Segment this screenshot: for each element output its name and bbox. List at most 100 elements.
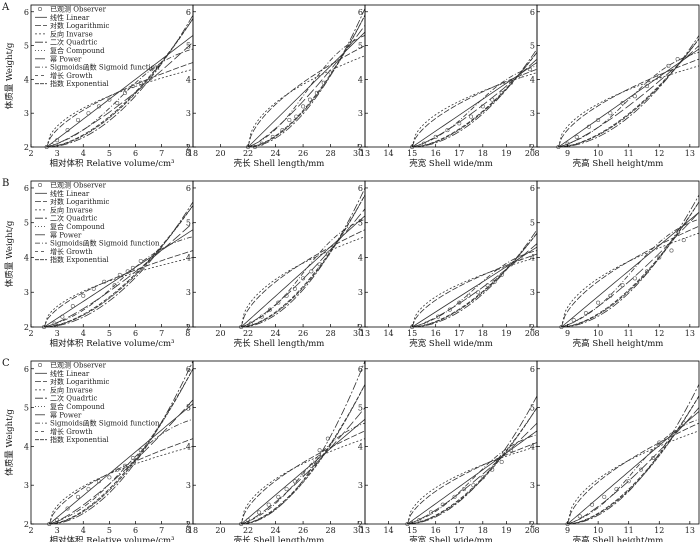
observed-point: [309, 463, 314, 468]
x-tick-label: 5: [107, 149, 112, 158]
curve-linear: [558, 48, 699, 147]
curve-growth: [412, 52, 537, 147]
observed-point: [65, 506, 70, 511]
observed-point: [509, 80, 514, 85]
y-tick-label: 3: [24, 481, 29, 490]
legend-item-quadratic: 二次 Quadrtic: [35, 38, 98, 47]
x-tick-label: 22: [243, 526, 253, 535]
curve-linear: [561, 211, 699, 327]
curve-inverse: [48, 445, 193, 524]
curve-sigmoid: [247, 35, 365, 147]
x-tick-label: 11: [624, 526, 634, 535]
curve-sigmoid: [412, 250, 537, 327]
chart-panel-C-3: 2 3 4 5 6 13 14 15 16 17 18 19 20 壳宽 Shell wide/mm: [358, 360, 538, 542]
y-tick-label: 2: [530, 323, 535, 332]
legend-item-exponential: 指数 Exponential: [35, 79, 109, 88]
observed-point: [70, 304, 75, 309]
observed-point: [125, 269, 130, 274]
legend-item-exponential: 指数 Exponential: [35, 255, 109, 264]
legend-label: 幂 Power: [50, 411, 82, 419]
y-tick-label: 6: [186, 365, 191, 374]
curve-power: [241, 407, 365, 524]
observed-point: [86, 487, 91, 492]
observed-point: [499, 90, 504, 95]
curve-linear: [411, 62, 537, 147]
x-tick-label: 16: [431, 149, 441, 158]
chart-panel-B-4: 2 3 4 5 6 8 9 10 11 12 13 壳高 Shell height/mm: [530, 180, 700, 349]
legend-item-quadratic: 二次 Quadrtic: [35, 394, 98, 403]
x-tick-label: 15: [407, 149, 417, 158]
observed-point: [499, 272, 504, 277]
x-tick-label: 13: [360, 329, 370, 338]
observed-point: [259, 141, 264, 146]
model-curves: [48, 361, 193, 524]
observed-point: [424, 321, 429, 326]
observed-point: [620, 101, 625, 106]
x-tick-label: 13: [685, 329, 695, 338]
observed-point: [328, 70, 333, 75]
curve-power: [49, 399, 193, 524]
legend-label: 指数 Exponential: [50, 79, 109, 88]
plot-frame: [536, 4, 700, 148]
observed-point: [123, 463, 128, 468]
y-tick-label: 4: [358, 253, 363, 262]
x-tick-label: 24: [270, 526, 280, 535]
legend-label: 反向 Invarse: [50, 385, 93, 394]
legend-item-linear: 线性 Linear: [35, 13, 90, 22]
model-curves: [240, 187, 365, 327]
observed-point: [428, 510, 433, 515]
curve-log: [411, 68, 537, 147]
observed-point: [638, 467, 643, 472]
observed-point: [675, 57, 680, 62]
y-tick-label: 4: [358, 75, 363, 84]
y-tick-label: 3: [530, 481, 535, 490]
curve-inverse: [407, 445, 537, 524]
legend-label: 二次 Quadrtic: [50, 214, 98, 223]
curve-growth: [558, 38, 699, 147]
observed-point: [130, 84, 135, 89]
x-tick-label: 8: [185, 329, 190, 338]
legend-marker: [37, 7, 42, 12]
observed-point: [86, 111, 91, 116]
observed-point: [433, 134, 438, 139]
legend-label: 复合 Compound: [50, 46, 105, 55]
x-tick-label: 3: [55, 526, 60, 535]
y-tick-label: 2: [186, 323, 191, 332]
observed-point: [471, 483, 476, 488]
curve-quadratic: [49, 361, 193, 524]
chart-panel-A-3: 2 3 4 5 6 13 14 15 16 17 18 19 20 壳宽 Shell wide/mm: [358, 4, 538, 169]
y-tick-label: 5: [358, 219, 363, 228]
observed-point: [130, 265, 135, 270]
curve-exponential: [558, 38, 699, 147]
x-tick-label: 10: [593, 329, 603, 338]
observed-point: [96, 479, 101, 484]
x-tick-label: 14: [383, 329, 393, 338]
model-curves: [411, 48, 537, 147]
y-tick-label: 6: [186, 8, 191, 17]
x-tick-label: 19: [501, 329, 511, 338]
legend-item-observed: 已观测 Observer: [37, 6, 107, 14]
x-tick-label: 4: [81, 329, 86, 338]
observed-point: [317, 448, 322, 453]
x-axis-title: 壳高 Shell height/mm: [573, 535, 664, 542]
curve-sigmoid: [407, 434, 537, 524]
x-tick-label: 11: [624, 329, 634, 338]
model-curves: [43, 201, 193, 327]
model-curves: [411, 229, 537, 327]
x-tick-label: 8: [185, 526, 190, 535]
curve-exponential: [407, 407, 537, 524]
observed-point: [571, 318, 576, 323]
y-tick-label: 2: [358, 323, 363, 332]
curve-log: [558, 58, 699, 147]
observed-point: [317, 262, 322, 267]
observed-point: [117, 272, 122, 277]
y-tick-label: 6: [358, 8, 363, 17]
legend-item-power: 幂 Power: [35, 231, 82, 239]
observed-point: [130, 456, 135, 461]
legend-item-observed: 已观测 Observer: [37, 362, 107, 370]
observed-point: [518, 255, 523, 260]
x-tick-label: 26: [298, 526, 308, 535]
x-tick-label: 4: [81, 526, 86, 535]
observed-point: [115, 101, 120, 106]
